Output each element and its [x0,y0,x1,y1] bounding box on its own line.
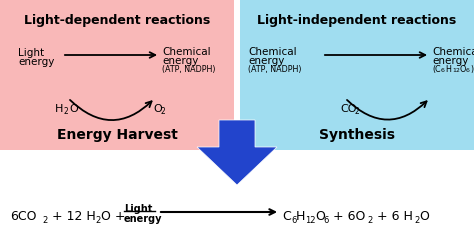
Text: energy: energy [432,56,468,66]
Bar [240,0,474,150]
Text: Chemical: Chemical [432,47,474,57]
Text: O: O [153,104,162,114]
Text: ): ) [470,65,473,74]
Text: energy: energy [248,56,284,66]
Text: 6: 6 [466,68,470,73]
Text: 12: 12 [452,68,460,73]
Text: 2: 2 [367,216,372,225]
Text: O: O [315,210,325,223]
Text: (ATP, NADPH): (ATP, NADPH) [162,65,216,74]
Text: O: O [460,65,466,74]
Text: Light-dependent reactions: Light-dependent reactions [24,14,210,27]
Text: 6: 6 [441,68,445,73]
Text: energy: energy [162,56,199,66]
Text: energy: energy [18,57,55,67]
Text: Light: Light [124,204,152,214]
Text: energy: energy [124,214,163,224]
Text: + 12 H: + 12 H [48,210,96,223]
Text: Energy Harvest: Energy Harvest [56,128,177,142]
Text: H: H [296,210,305,223]
Text: 2: 2 [161,107,166,116]
Bar [0,0,234,150]
Text: O +: O + [101,210,129,223]
Text: Light-independent reactions: Light-independent reactions [257,14,456,27]
Text: 2: 2 [355,107,360,116]
Text: 2: 2 [64,107,69,116]
Text: + 6O: + 6O [329,210,365,223]
Text: Chemical: Chemical [248,47,297,57]
Text: 2: 2 [95,216,100,225]
Text: H: H [445,65,451,74]
Text: 6CO: 6CO [10,210,36,223]
Polygon shape [197,120,277,185]
Text: 6: 6 [291,216,296,225]
Text: + 6 H: + 6 H [373,210,413,223]
Text: Light: Light [18,48,44,58]
Text: O: O [419,210,429,223]
Text: O: O [69,104,78,114]
Text: 2: 2 [414,216,419,225]
Text: Chemical: Chemical [162,47,210,57]
Text: 12: 12 [305,216,316,225]
Text: 2: 2 [42,216,47,225]
Text: H: H [55,104,64,114]
Text: CO: CO [340,104,356,114]
Text: (C: (C [432,65,441,74]
Text: (ATP, NADPH): (ATP, NADPH) [248,65,301,74]
Text: 6: 6 [323,216,328,225]
Text: C: C [282,210,291,223]
Text: Synthesis: Synthesis [319,128,395,142]
